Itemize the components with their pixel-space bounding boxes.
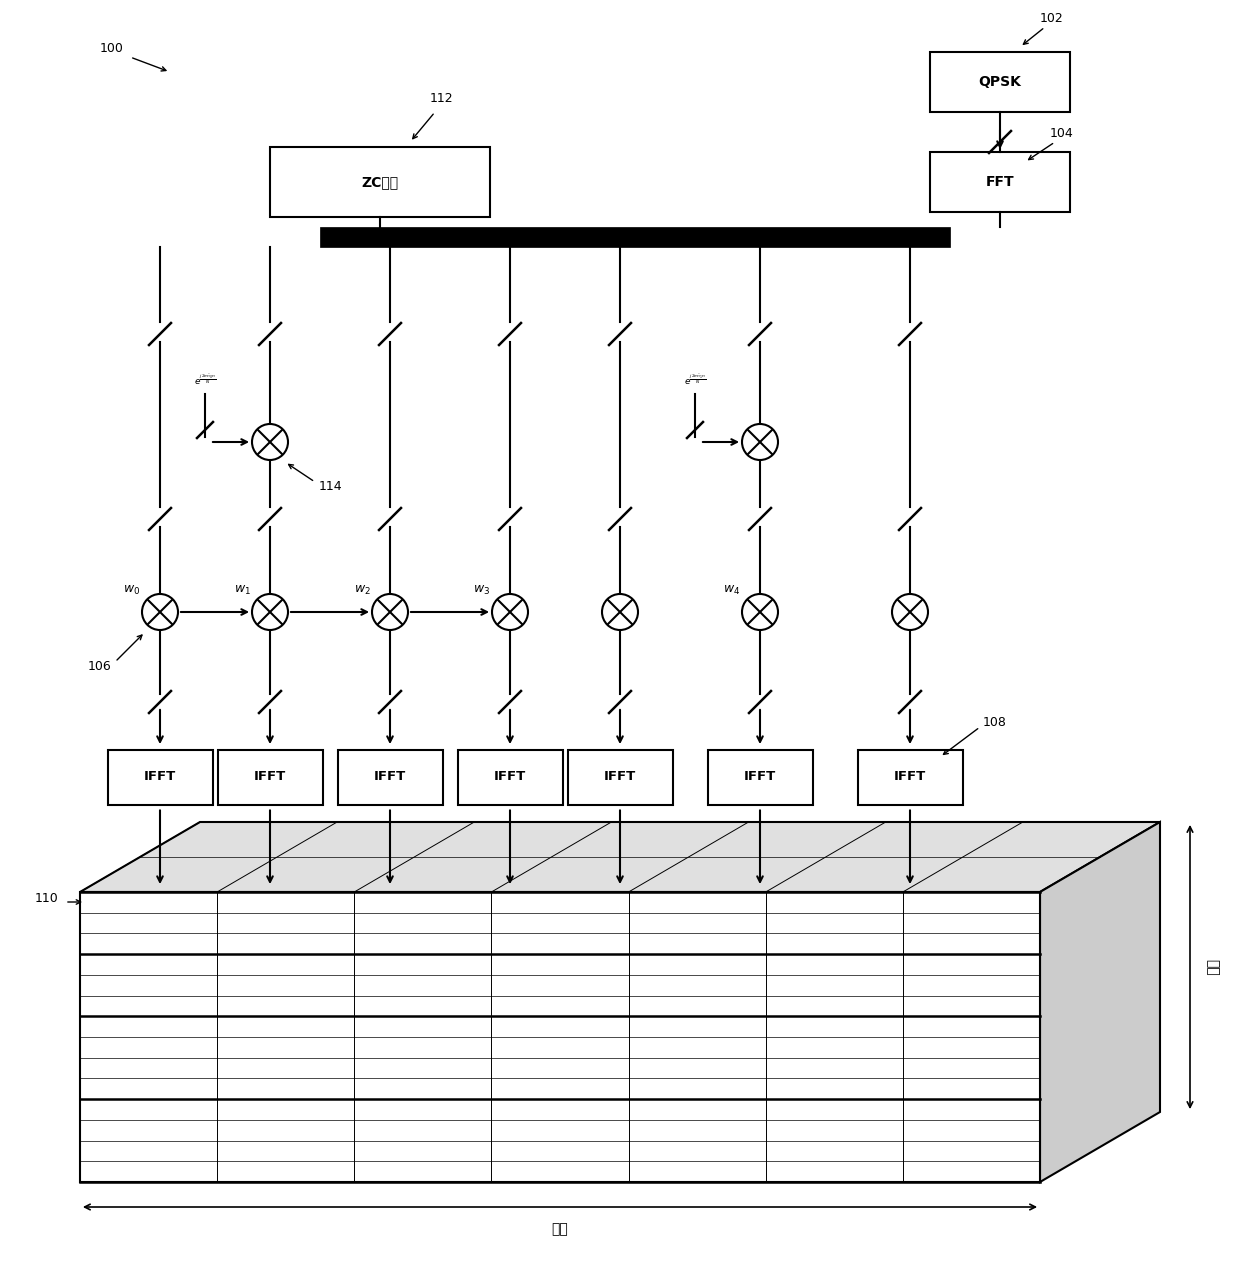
Circle shape xyxy=(143,594,179,630)
Text: 102: 102 xyxy=(1040,11,1064,25)
Polygon shape xyxy=(81,822,1159,892)
Text: IFFT: IFFT xyxy=(144,771,176,784)
Text: $w_4$: $w_4$ xyxy=(723,584,740,597)
Text: $e^{\frac{j2\pi\bar{n}_1 n}{N}}$: $e^{\frac{j2\pi\bar{n}_1 n}{N}}$ xyxy=(683,373,706,387)
Text: IFFT: IFFT xyxy=(604,771,636,784)
Bar xyxy=(217,749,322,804)
Bar xyxy=(320,226,950,247)
Text: QPSK: QPSK xyxy=(978,75,1022,89)
Text: 108: 108 xyxy=(983,715,1007,729)
Bar xyxy=(708,749,812,804)
Text: 时隙: 时隙 xyxy=(552,1222,568,1236)
Circle shape xyxy=(252,594,288,630)
Text: IFFT: IFFT xyxy=(374,771,407,784)
Bar xyxy=(930,52,1070,112)
Text: $w_2$: $w_2$ xyxy=(353,584,371,597)
Bar xyxy=(270,148,490,218)
Text: IFFT: IFFT xyxy=(744,771,776,784)
Bar xyxy=(858,749,962,804)
Text: 带宽: 带宽 xyxy=(1205,959,1219,976)
Text: 110: 110 xyxy=(35,892,58,904)
Text: IFFT: IFFT xyxy=(254,771,286,784)
Text: 100: 100 xyxy=(100,42,124,55)
Text: 106: 106 xyxy=(88,660,112,673)
Bar xyxy=(458,749,563,804)
Text: $e^{\frac{j2\pi\bar{n}_0 n}{N}}$: $e^{\frac{j2\pi\bar{n}_0 n}{N}}$ xyxy=(193,373,216,387)
Bar xyxy=(337,749,443,804)
Circle shape xyxy=(892,594,928,630)
Circle shape xyxy=(601,594,639,630)
Circle shape xyxy=(372,594,408,630)
Circle shape xyxy=(742,424,777,460)
Circle shape xyxy=(252,424,288,460)
Polygon shape xyxy=(1040,822,1159,1182)
Text: ZC序列: ZC序列 xyxy=(361,176,398,190)
Text: $w_3$: $w_3$ xyxy=(474,584,491,597)
Text: 104: 104 xyxy=(1050,127,1074,140)
Text: FFT: FFT xyxy=(986,176,1014,190)
Polygon shape xyxy=(81,892,1040,1182)
Circle shape xyxy=(492,594,528,630)
Text: 114: 114 xyxy=(319,481,342,494)
Text: IFFT: IFFT xyxy=(894,771,926,784)
Bar xyxy=(568,749,672,804)
Text: $w_0$: $w_0$ xyxy=(124,584,140,597)
Circle shape xyxy=(742,594,777,630)
Bar xyxy=(930,151,1070,212)
Text: IFFT: IFFT xyxy=(494,771,526,784)
Text: $w_1$: $w_1$ xyxy=(233,584,250,597)
Bar xyxy=(108,749,212,804)
Text: 112: 112 xyxy=(430,92,454,106)
